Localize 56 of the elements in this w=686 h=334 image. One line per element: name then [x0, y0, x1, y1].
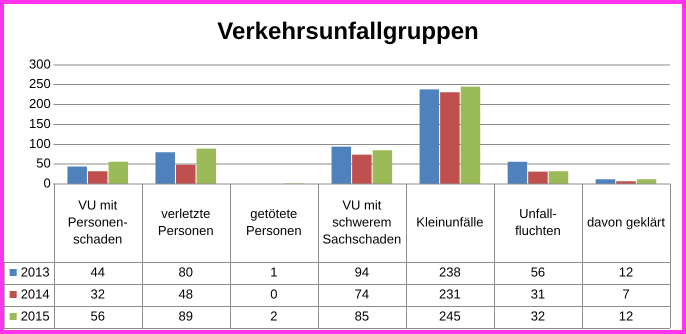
x-tick-label: VU mit schwerem Sachschaden — [322, 198, 402, 247]
bar — [196, 148, 216, 184]
bar — [420, 89, 440, 184]
data-label: 80 — [178, 264, 193, 280]
bar — [528, 172, 548, 184]
data-label: 238 — [439, 264, 461, 280]
data-label: 32 — [90, 286, 105, 302]
data-label: 32 — [530, 308, 546, 324]
y-tick-label: 150 — [28, 116, 51, 131]
bar — [372, 150, 392, 184]
bar — [440, 92, 460, 184]
data-label: 1 — [270, 264, 278, 280]
bar — [460, 86, 480, 184]
bar — [352, 154, 372, 184]
data-label: 7 — [622, 286, 630, 302]
bar — [508, 162, 528, 184]
data-label: 2 — [270, 308, 278, 324]
bar — [88, 171, 108, 184]
bar — [67, 166, 87, 184]
legend-label: 2014 — [20, 286, 50, 302]
data-label: 85 — [354, 308, 370, 324]
legend-label: 2013 — [20, 264, 50, 280]
data-label: 31 — [530, 286, 546, 302]
bar — [548, 171, 568, 184]
bar — [636, 179, 656, 184]
data-label: 56 — [90, 308, 105, 324]
data-label: 56 — [530, 264, 546, 280]
data-label: 0 — [270, 286, 278, 302]
data-label: 231 — [439, 286, 461, 302]
y-tick-label: 300 — [28, 56, 51, 72]
data-label: 74 — [354, 286, 370, 302]
y-tick-label: 100 — [28, 136, 51, 151]
x-tick-label: getötete Personen — [246, 206, 302, 238]
data-label: 44 — [90, 264, 105, 280]
data-label: 94 — [354, 264, 370, 280]
y-tick-label: 0 — [43, 176, 51, 191]
data-label: 12 — [618, 264, 634, 280]
legend-label: 2015 — [20, 308, 50, 324]
data-label: 245 — [439, 308, 461, 324]
bar — [176, 164, 196, 184]
data-label: 48 — [178, 286, 193, 302]
x-tick-label: davon geklärt — [586, 214, 666, 230]
bar — [596, 179, 616, 184]
x-tick-label: verletzte Personen — [158, 206, 214, 238]
bar — [332, 146, 352, 184]
y-tick-label: 200 — [28, 96, 51, 112]
x-tick-label: VU mit Personen-schaden — [68, 198, 128, 247]
chart-title: Verkehrsunfallgruppen — [217, 18, 479, 46]
y-tick-label: 250 — [28, 76, 51, 92]
bar — [155, 152, 175, 184]
data-label: 12 — [618, 308, 634, 324]
x-tick-label: Kleinunfälle — [416, 214, 484, 230]
x-tick-label: Unfall-fluchten — [515, 206, 561, 238]
bar — [108, 162, 128, 184]
data-label: 89 — [178, 308, 193, 324]
y-tick-label: 50 — [36, 156, 51, 171]
